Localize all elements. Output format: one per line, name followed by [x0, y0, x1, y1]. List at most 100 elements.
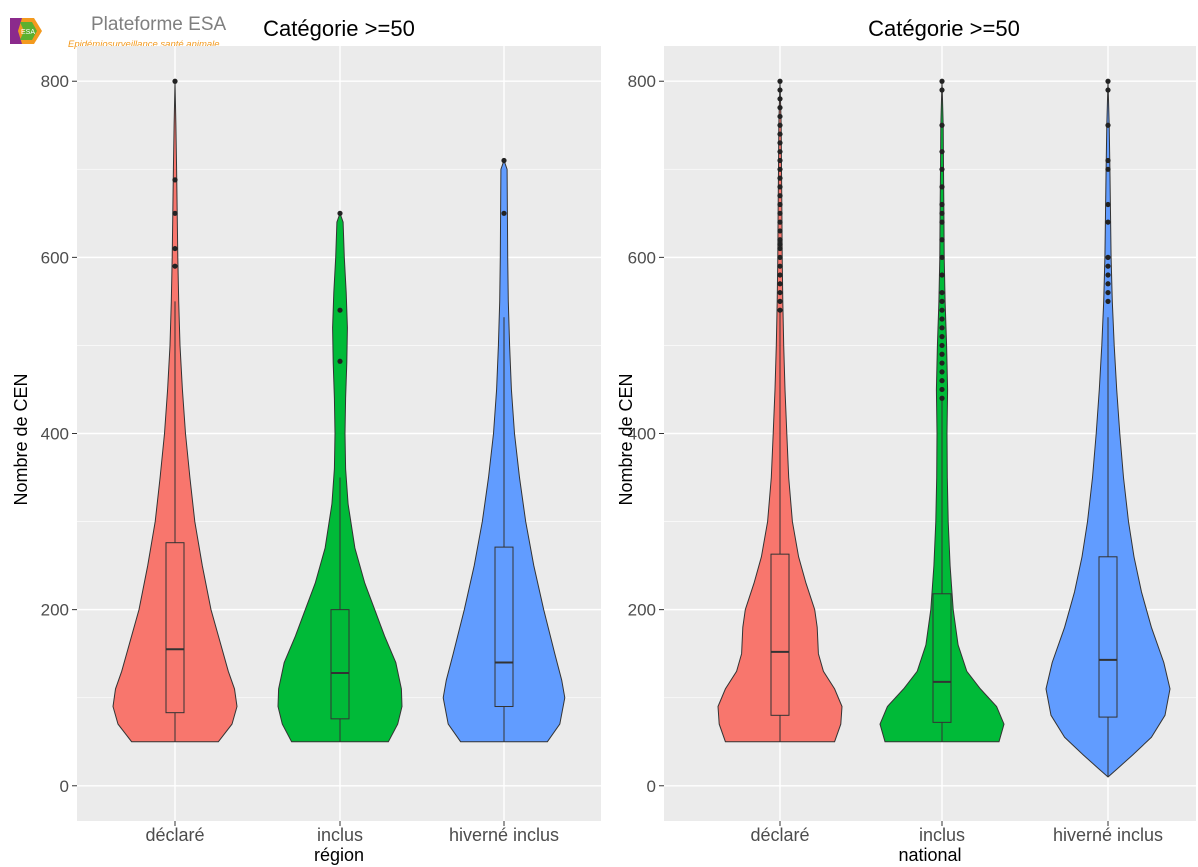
y-tick-label: 600: [41, 248, 69, 267]
y-tick-label: 800: [628, 72, 656, 91]
outlier-point: [777, 228, 783, 234]
boxplot-box: [494, 546, 514, 708]
outlier-point: [1105, 254, 1111, 260]
boxplot-box: [165, 542, 185, 714]
outlier-point: [1105, 263, 1111, 269]
outlier-point: [777, 78, 783, 84]
outlier-point: [777, 96, 783, 102]
y-tick-label: 800: [41, 72, 69, 91]
outlier-point: [777, 289, 783, 296]
outlier-point: [939, 289, 945, 296]
outlier-point: [1105, 289, 1111, 296]
chart-title: Catégorie >=50: [868, 16, 1020, 41]
outlier-point: [172, 245, 178, 252]
outlier-point: [777, 122, 783, 128]
y-axis-label: Nombre de CEN: [11, 373, 31, 505]
outlier-point: [777, 131, 783, 137]
boxplot-box: [330, 609, 350, 720]
outlier-point: [939, 78, 945, 84]
outlier-point: [939, 122, 945, 128]
outlier-point: [777, 175, 783, 181]
outlier-point: [777, 237, 783, 243]
outlier-point: [939, 201, 945, 208]
x-axis-label: national: [898, 845, 961, 865]
y-axis-label: Nombre de CEN: [616, 373, 636, 505]
outlier-point: [501, 210, 507, 216]
x-tick-label: inclus: [317, 825, 363, 845]
outlier-point: [172, 177, 178, 183]
outlier-point: [939, 386, 945, 393]
y-tick-label: 400: [41, 425, 69, 444]
chart-panel-region: 0 200 400 600 800 déclaré inclus hiverné inclus…: [11, 16, 601, 865]
outlier-point: [1105, 272, 1111, 278]
outlier-point: [939, 166, 945, 172]
outlier-point: [1105, 87, 1111, 93]
outlier-point: [939, 395, 945, 401]
outlier-point: [777, 149, 783, 155]
violin-inclus: [277, 211, 403, 743]
outlier-point: [337, 307, 343, 313]
logo-subtitle: Epidémiosurveillance santé animale: [68, 39, 220, 50]
outlier-point: [939, 184, 945, 190]
outlier-point: [777, 272, 783, 278]
chart-title: Catégorie >=50: [263, 16, 415, 41]
outlier-point: [172, 78, 178, 84]
outlier-point: [777, 254, 783, 260]
outlier-point: [1105, 201, 1111, 208]
esa-logo-icon: ESA: [10, 18, 42, 44]
outlier-point: [939, 351, 945, 357]
outlier-point: [1105, 122, 1111, 128]
logo-title: Plateforme ESA: [91, 14, 227, 35]
outlier-point: [939, 219, 945, 225]
x-tick-label: hiverné inclus: [449, 825, 559, 845]
outlier-point: [777, 184, 783, 190]
plateforme-esa-logo: ESA Plateforme ESA Epidémiosurveillance …: [6, 8, 246, 50]
x-tick-label: hiverné inclus: [1053, 825, 1163, 845]
outlier-point: [939, 325, 945, 331]
outlier-point: [777, 140, 783, 146]
outlier-point: [337, 358, 343, 364]
y-tick-label: 600: [628, 248, 656, 267]
x-tick-label: déclaré: [145, 825, 204, 845]
outlier-point: [939, 210, 945, 216]
outlier-point: [777, 166, 783, 172]
outlier-point: [939, 237, 945, 243]
outlier-point: [939, 369, 945, 375]
outlier-point: [939, 378, 945, 384]
outlier-point: [1105, 298, 1111, 304]
outlier-point: [1105, 281, 1111, 287]
outlier-point: [777, 281, 783, 287]
outlier-point: [777, 87, 783, 93]
outlier-point: [939, 334, 945, 340]
outlier-point: [777, 245, 783, 252]
outlier-point: [777, 193, 783, 199]
chart-panel-national: 0 200 400 600 800 déclaré inclus hiverné inclus…: [616, 16, 1196, 865]
logo-mark-text: ESA: [21, 29, 35, 36]
outlier-point: [172, 263, 178, 269]
outlier-point: [777, 105, 783, 111]
outlier-point: [1105, 166, 1111, 172]
outlier-point: [777, 263, 783, 269]
outlier-point: [1105, 157, 1111, 164]
x-tick-label: déclaré: [750, 825, 809, 845]
outlier-point: [1105, 219, 1111, 225]
outlier-point: [337, 210, 343, 216]
outlier-point: [777, 157, 783, 164]
boxplot-box: [770, 553, 790, 716]
outlier-point: [939, 87, 945, 93]
outlier-point: [777, 241, 783, 247]
outlier-point: [501, 157, 507, 164]
outlier-point: [777, 307, 783, 313]
outlier-point: [777, 201, 783, 208]
outlier-point: [939, 360, 945, 366]
outlier-point: [939, 298, 945, 304]
y-tick-label: 0: [60, 777, 69, 796]
outlier-point: [939, 342, 945, 349]
x-axis-label: région: [314, 845, 364, 865]
outlier-point: [939, 307, 945, 313]
outlier-point: [777, 298, 783, 304]
outlier-point: [939, 272, 945, 278]
outlier-point: [172, 210, 178, 216]
outlier-point: [939, 316, 945, 322]
